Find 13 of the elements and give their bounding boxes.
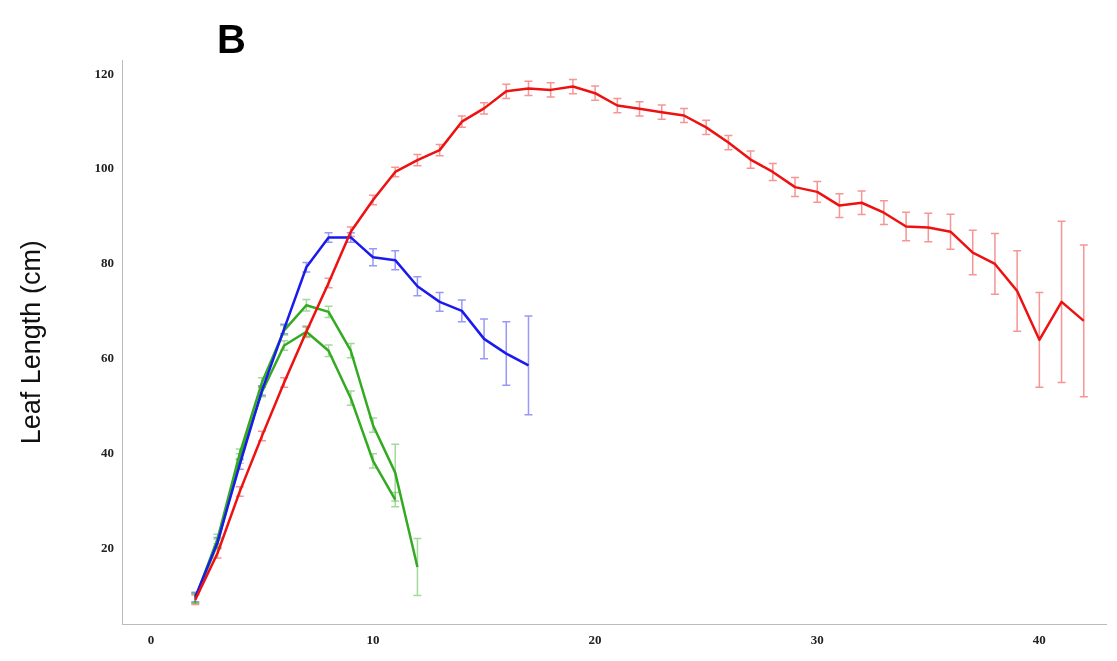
y-tick-label: 100: [94, 160, 114, 176]
x-tick-label: 10: [366, 631, 380, 647]
y-tick-label: 120: [94, 65, 114, 81]
x-tick-label: 20: [588, 631, 602, 647]
x-tick-label: 30: [810, 631, 824, 647]
chart-title: B: [217, 17, 246, 62]
y-tick-label: 20: [101, 539, 114, 555]
y-tick-label: 80: [101, 255, 114, 271]
x-tick-label: 0: [147, 631, 155, 647]
y-tick-label: 60: [101, 350, 114, 366]
y-tick-label: 40: [101, 445, 114, 461]
y-axis-title: Leaf Length (cm): [15, 240, 46, 445]
x-tick-label: 40: [1032, 631, 1046, 647]
